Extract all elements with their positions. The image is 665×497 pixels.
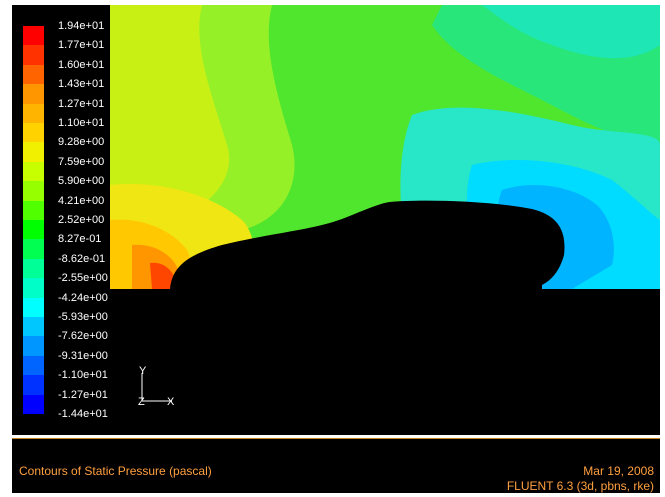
colormap-swatch <box>23 123 44 143</box>
plot-title: Contours of Static Pressure (pascal) <box>19 464 212 478</box>
colormap-label: -1.27e+01 <box>58 388 108 401</box>
colormap-label: 2.52e+00 <box>58 214 105 226</box>
colormap-label: 8.27e-01 <box>58 233 102 246</box>
contour-band-upper-right-teal <box>482 5 660 59</box>
axis-triad: Y Z X <box>136 365 176 409</box>
colormap-swatch <box>23 142 44 163</box>
colormap-swatch <box>23 317 44 337</box>
colormap-swatch <box>23 103 44 124</box>
colormap-label: -2.55e+00 <box>58 272 108 285</box>
colormap-swatch <box>23 258 44 279</box>
colormap-label: 9.28e+00 <box>58 136 105 149</box>
colormap-label: 4.21e+00 <box>58 194 105 207</box>
colormap-label: 1.10e+01 <box>58 117 105 129</box>
colormap-label: -4.24e+00 <box>58 291 108 304</box>
colormap-swatch <box>23 200 44 221</box>
colormap-swatch <box>23 220 44 240</box>
colormap-swatch <box>23 45 44 66</box>
colormap-label: 7.59e+00 <box>58 155 105 168</box>
colormap-label: 1.77e+01 <box>58 39 105 52</box>
contour-band-stagnation-red <box>150 262 175 289</box>
colormap-label: 5.90e+00 <box>58 175 105 188</box>
graphics-viewport[interactable]: 1.94e+01 1.77e+01 1.60e+01 1.43e+01 1.27e+01… <box>12 5 660 435</box>
axis-label-z: Z <box>138 396 145 408</box>
colormap-label: -1.44e+01 <box>58 408 108 420</box>
colormap-swatch <box>23 278 44 299</box>
colormap-label: 1.43e+01 <box>58 78 105 91</box>
colormap-label: -5.93e+00 <box>58 311 108 323</box>
colormap-label: -8.62e-01 <box>58 252 106 265</box>
contour-band-left-yellowgreen <box>110 5 230 220</box>
colormap-label: -7.62e+00 <box>58 330 108 343</box>
colormap-label: -9.31e+00 <box>58 349 108 362</box>
colormap-swatch <box>23 26 44 46</box>
colormap-swatch <box>23 355 44 376</box>
vehicle-body-silhouette <box>170 200 565 289</box>
graphics-footer: Contours of Static Pressure (pascal) Mar… <box>12 438 660 493</box>
colormap-swatch <box>23 181 44 202</box>
colormap-swatch <box>23 297 44 318</box>
colormap-swatch <box>23 336 44 357</box>
colormap-label: 1.27e+01 <box>58 97 105 110</box>
colormap-swatch <box>23 394 44 415</box>
colormap-swatch <box>23 64 44 85</box>
pressure-contour-plot <box>110 5 660 289</box>
colormap-swatch <box>23 84 44 105</box>
colormap-label: -1.10e+01 <box>58 369 108 382</box>
plot-date: Mar 19, 2008 <box>583 464 654 478</box>
colormap-swatch <box>23 375 44 396</box>
colormap-label: 1.94e+01 <box>58 20 105 32</box>
axis-label-y: Y <box>139 365 147 377</box>
colormap-swatch <box>23 161 44 182</box>
contour-field <box>110 5 660 289</box>
solver-version: FLUENT 6.3 (3d, pbns, rke) <box>506 479 654 493</box>
axis-label-x: X <box>167 396 175 408</box>
colormap-label: 1.60e+01 <box>58 58 105 71</box>
colormap-swatch <box>23 239 44 260</box>
